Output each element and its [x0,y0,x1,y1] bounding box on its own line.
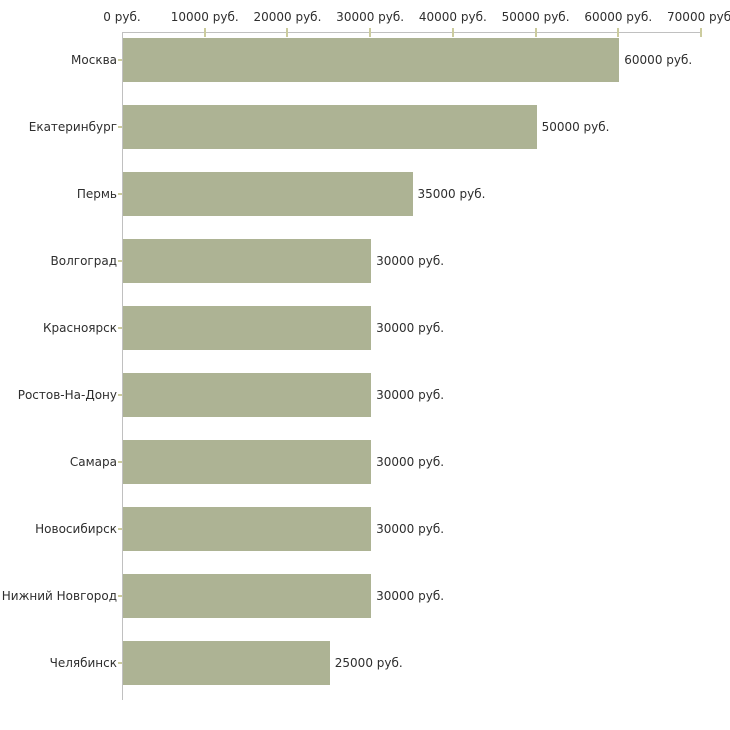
bar-value-label: 30000 руб. [376,321,445,335]
x-tick-mark [700,28,702,37]
bar [123,507,372,551]
category-tick-mark [118,528,122,530]
bar [123,239,372,283]
bar [123,373,372,417]
bar [123,172,413,216]
x-tick-label: 20000 руб. [253,10,322,24]
x-tick-label: 50000 руб. [501,10,570,24]
category-label: Самара [69,455,117,469]
x-tick-label: 70000 руб. [667,10,730,24]
bar-value-label: 50000 руб. [541,120,610,134]
category-label: Нижний Новгород [1,589,117,603]
bar [123,105,537,149]
bar-value-label: 25000 руб. [334,656,403,670]
category-label: Новосибирск [35,522,117,536]
x-tick-label: 30000 руб. [336,10,405,24]
category-label: Ростов-На-Дону [17,388,117,402]
category-tick-mark [118,193,122,195]
category-tick-mark [118,260,122,262]
category-tick-mark [118,595,122,597]
bar-value-label: 35000 руб. [417,187,486,201]
x-tick-mark [451,28,454,37]
category-label: Волгоград [50,254,117,268]
bar [123,574,372,618]
category-tick-mark [118,327,122,329]
category-tick-mark [118,59,122,61]
category-label: Екатеринбург [28,120,117,134]
category-label: Красноярск [43,321,117,335]
x-tick-label: 60000 руб. [584,10,653,24]
bar-value-label: 30000 руб. [376,388,445,402]
bar-value-label: 30000 руб. [376,522,445,536]
category-tick-mark [118,662,122,664]
bar-value-label: 30000 руб. [376,589,445,603]
category-label: Москва [71,53,117,67]
category-label: Пермь [76,187,117,201]
x-tick-mark [617,28,620,37]
x-tick-mark [369,28,372,37]
bar [123,38,620,82]
plot-area [122,32,701,700]
bar-value-label: 30000 руб. [376,254,445,268]
category-tick-mark [118,126,122,128]
bar [123,440,372,484]
category-tick-mark [118,394,122,396]
category-tick-mark [118,461,122,463]
bar-value-label: 60000 руб. [624,53,693,67]
bar-value-label: 30000 руб. [376,455,445,469]
bar [123,641,330,685]
x-tick-label: 10000 руб. [170,10,239,24]
bar [123,306,372,350]
x-tick-label: 0 руб. [103,10,141,24]
x-tick-label: 40000 руб. [418,10,487,24]
x-tick-mark [534,28,537,37]
category-label: Челябинск [49,656,117,670]
x-tick-mark [203,28,206,37]
x-tick-mark [286,28,289,37]
